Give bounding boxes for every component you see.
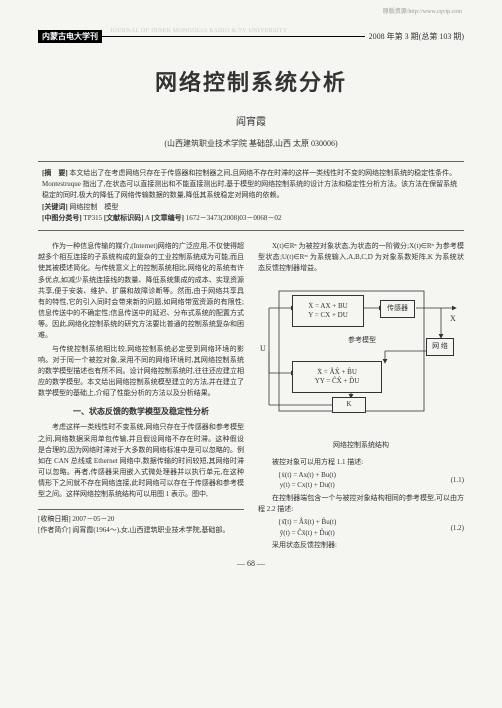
doc-code-label: [文献标识码] <box>104 214 144 222</box>
plant-eq2: Y = CX + DU <box>308 311 348 319</box>
system-diagram: Ẋ = AX + BU Y = CX + DU 传感器 网 络 Ẋ = ÂX̂ … <box>258 283 464 438</box>
para: 与传统控制系统相比较,网络控制系统必定受到网络环境的影响。对于同一个被控对象,采… <box>38 344 244 400</box>
abstract-box: [摘 要] 本文给出了在考虑网络只存在于传感器和控制器之间,且网络不存在时滞的这… <box>38 161 464 231</box>
equation-1-2: {ẋ̂(t) = Âx̂(t) + B̂u(t) ŷ(t) = Ĉx̂(t) +… <box>258 517 464 538</box>
abstract-text: 本文给出了在考虑网络只存在于传感器和控制器之间,且网络不存在时滞的这样一类线性时… <box>42 169 457 199</box>
page: 原版资源:http://www.cqvip.com 内蒙古电大学刊 JOURNA… <box>0 0 502 708</box>
received-date: 2007－05－20 <box>72 515 114 523</box>
clc-text: TP315 <box>83 214 102 222</box>
journal-name: 内蒙古电大学刊 <box>38 30 102 43</box>
author-bio-label: [作者简介] <box>38 526 71 534</box>
page-number: — 68 — <box>38 559 464 568</box>
model-box: Ẋ = ÂX̂ + B̂U YY = ĈX̂ + D̂U <box>292 361 382 393</box>
eq-line: ẋ̂(t) = Âx̂(t) + B̂u(t) <box>281 518 336 526</box>
diagram-caption: 网络控制系统结构 <box>258 440 464 451</box>
eq-line: y(t) = Cx(t) + Du(t) <box>280 481 335 489</box>
para: 采用状态反馈控制器: <box>258 540 464 551</box>
k-box: K <box>332 397 366 413</box>
keywords-label: [关键词] <box>42 203 68 211</box>
plant-eq1: Ẋ = AX + BU <box>308 302 347 310</box>
u-label: U <box>260 343 266 356</box>
para: X(t)∈Rⁿ 为被控对象状态,为状态的一阶微分;X(t)∈Rⁿ 为参考模型状态… <box>258 241 464 275</box>
author-affiliation: (山西建筑职业技术学院 基础部,山西 太原 030006) <box>38 138 464 149</box>
author-name: 阎宵霞 <box>38 113 464 128</box>
header-bar: 内蒙古电大学刊 JOURNAL OF INNER MONGOLIA RADIO … <box>38 30 464 43</box>
model-eq1: Ẋ = ÂX̂ + B̂U <box>317 368 357 376</box>
network-box: 网 络 <box>426 338 454 356</box>
clc-label: [中图分类号] <box>42 214 82 222</box>
body-columns: 作为一种信息传输的媒介,(Internet)网络的广泛应用,不仅使得超越多个相互… <box>38 241 464 554</box>
source-url: 原版资源:http://www.cqvip.com <box>383 6 462 15</box>
para: 在控制器端包含一个与被控对象结构相同的参考模型,可以由方程 2.2 描述: <box>258 493 464 515</box>
para: 考虑这样一类线性时不变系统,网络只存在于传感器和参考模型之间,网络数据采用单包传… <box>38 422 244 500</box>
plant-box: Ẋ = AX + BU Y = CX + DU <box>292 295 364 327</box>
sensor-box: 传感器 <box>380 300 415 318</box>
para: 被控对象可以用方程 1.1 描述: <box>258 457 464 468</box>
eq-line: ŷ(t) = Ĉx̂(t) + D̂u(t) <box>280 529 335 537</box>
header-rule: JOURNAL OF INNER MONGOLIA RADIO & TV UNI… <box>102 36 365 37</box>
equation-1-1: {ẋ(t) = Ax(t) + Bu(t) y(t) = Cx(t) + Du(… <box>258 470 464 491</box>
left-column: 作为一种信息传输的媒介,(Internet)网络的广泛应用,不仅使得超越多个相互… <box>38 241 244 554</box>
paper-title: 网络控制系统分析 <box>38 65 464 97</box>
footer-separator: [收稿日期] 2007－05－20 [作者简介] 阎宵霞(1964～),女,山西… <box>38 509 244 536</box>
right-column: X(t)∈Rⁿ 为被控对象状态,为状态的一阶微分;X(t)∈Rⁿ 为参考模型状态… <box>258 241 464 554</box>
journal-english: JOURNAL OF INNER MONGOLIA RADIO & TV UNI… <box>110 28 288 34</box>
author-bio: 阎宵霞(1964～),女,山西建筑职业技术学院,基础部。 <box>72 526 229 534</box>
eq-number: (1.1) <box>451 475 464 486</box>
section-heading: 一、状态反馈的数学模型及稳定性分析 <box>38 406 244 419</box>
received-label: [收稿日期] <box>38 515 71 523</box>
ref-model-label: 参考模型 <box>348 335 376 346</box>
eq-line: ẋ(t) = Ax(t) + Bu(t) <box>281 471 336 479</box>
model-eq2: YY = ĈX̂ + D̂U <box>315 377 360 385</box>
para: 作为一种信息传输的媒介,(Internet)网络的广泛应用,不仅使得超越多个相互… <box>38 241 244 342</box>
x-label: X <box>450 313 456 326</box>
article-id-label: [文章编号] <box>151 214 184 222</box>
doc-code-text: A <box>145 214 150 222</box>
eq-number: (1.2) <box>451 523 464 534</box>
issue-info: 2008 年第 3 期(总第 103 期) <box>369 31 464 42</box>
keywords-text: 网络控制 模型 <box>69 203 118 211</box>
article-id-text: 1672－3473(2008)03－0068－02 <box>186 214 282 222</box>
abstract-label: [摘 要] <box>42 169 68 177</box>
